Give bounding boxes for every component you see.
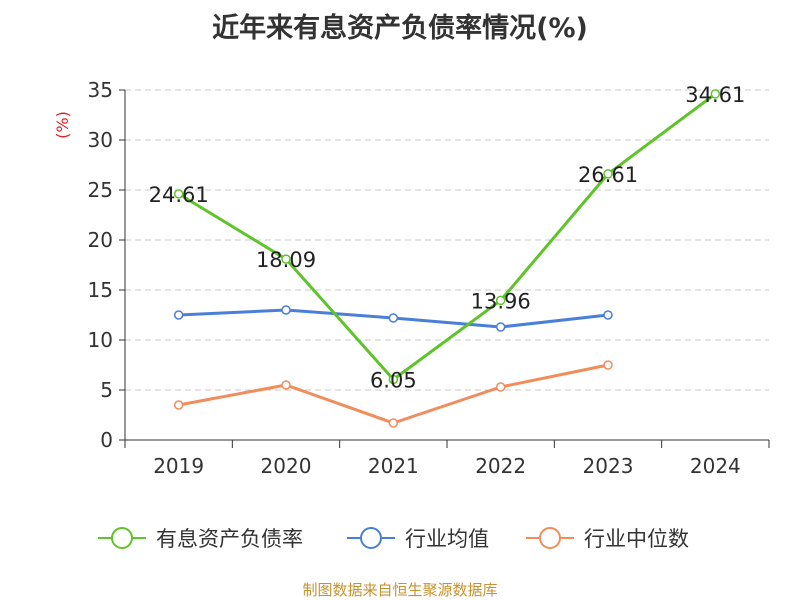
data-point	[388, 374, 399, 385]
x-tick-label: 2020	[261, 454, 312, 478]
data-label: 26.61	[578, 163, 638, 187]
y-tick-label: 5	[100, 378, 113, 402]
data-label: 6.05	[370, 369, 417, 393]
y-tick-label: 35	[88, 78, 113, 102]
source-note: 制图数据来自恒生聚源数据库	[302, 581, 498, 599]
data-point	[388, 418, 399, 428]
chart-title: 近年来有息资产负债率情况(%)	[212, 13, 588, 44]
series-line-0	[177, 92, 717, 381]
legend-marker	[539, 527, 561, 549]
data-label: 18.09	[256, 248, 316, 272]
data-point	[495, 295, 506, 306]
data-point	[495, 322, 506, 332]
x-tick-label: 2019	[153, 454, 204, 478]
y-tick-label: 15	[88, 278, 113, 302]
legend-label: 行业中位数	[584, 527, 689, 551]
data-label: 13.96	[471, 289, 531, 313]
data-label: 24.61	[149, 183, 209, 207]
legend-label: 有息资产负债率	[156, 527, 303, 551]
data-point	[388, 313, 399, 323]
x-tick-label: 2021	[368, 454, 419, 478]
data-point	[173, 189, 184, 199]
y-tick-label: 0	[100, 428, 113, 452]
data-point	[495, 382, 506, 392]
legend: 有息资产负债率 行业均值 行业中位数	[98, 527, 689, 551]
y-tick-label: 20	[88, 228, 113, 252]
series-lines	[173, 89, 721, 428]
data-point	[281, 380, 291, 390]
y-tick-label: 25	[88, 178, 113, 202]
data-point	[281, 254, 291, 264]
data-point	[710, 89, 721, 99]
data-point	[173, 310, 184, 320]
data-point	[173, 400, 184, 410]
x-tick-label: 2022	[475, 454, 526, 478]
legend-marker	[360, 527, 382, 549]
x-tick-label: 2023	[583, 454, 634, 478]
data-point	[603, 360, 613, 370]
data-point	[603, 169, 613, 179]
data-point	[603, 310, 613, 320]
y-axis-label: (%)	[53, 111, 72, 139]
data-labels: 24.61 18.09 6.05 13.96 26.61 34.61	[149, 83, 746, 393]
data-point	[281, 305, 291, 315]
data-label: 34.61	[685, 83, 745, 107]
x-tick-label: 2024	[690, 454, 741, 478]
axes: 0 5 10 15 20 25 30 35 2019 2020 2021 2022 2023 2024 (%…	[53, 78, 770, 478]
legend-label: 行业均值	[405, 527, 489, 551]
grid-lines	[125, 89, 769, 391]
y-tick-label: 30	[88, 128, 113, 152]
legend-marker	[111, 527, 133, 549]
y-tick-label: 10	[88, 328, 113, 352]
